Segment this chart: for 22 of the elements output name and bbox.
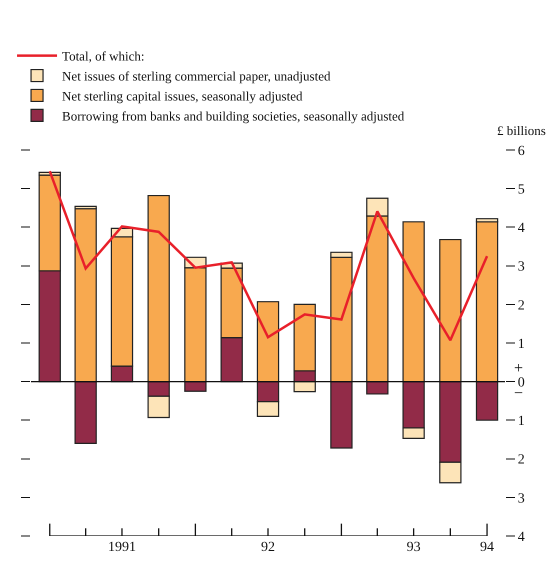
y-tick-label: 2 xyxy=(518,298,525,314)
legend-label: Total, of which: xyxy=(62,48,145,64)
y-tick-label: 0 xyxy=(518,376,525,390)
y-axis-title: £ billions xyxy=(497,123,546,138)
line-series xyxy=(48,170,488,342)
y-tick-label: 3 xyxy=(518,260,525,275)
y-tick-label: 4 xyxy=(518,530,525,545)
y-tick-label: 5 xyxy=(518,182,525,198)
legend-label: Net sterling capital issues, seasonally adjusted xyxy=(62,88,303,104)
y-tick-label: 3 xyxy=(518,491,525,506)
y-tick-label: 1 xyxy=(518,336,525,352)
x-tick-label: 1991 xyxy=(108,540,136,555)
y-tick-label: 6 xyxy=(518,144,525,159)
x-tick-label: 93 xyxy=(406,540,421,555)
legend-label: Net issues of sterling commercial paper, unadjusted xyxy=(62,68,331,84)
y-tick-label: 1 xyxy=(518,414,525,430)
legend-label: Borrowing from banks and building societies, seasonally adjusted xyxy=(62,108,405,124)
text: + xyxy=(514,360,524,377)
x-tick-label: 92 xyxy=(261,540,275,555)
x-tick-label: 94 xyxy=(480,540,494,555)
y-tick-label: 2 xyxy=(518,452,525,468)
y-tick-label: 4 xyxy=(518,221,525,236)
